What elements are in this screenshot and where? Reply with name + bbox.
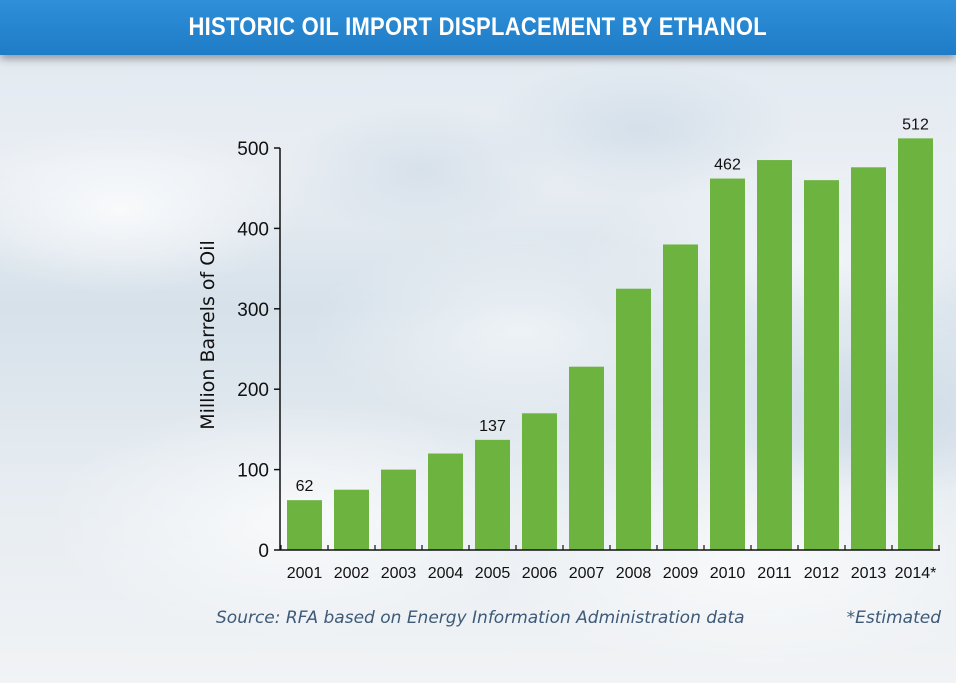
y-tick-label: 300 — [237, 300, 269, 321]
x-tick-label: 2010 — [710, 565, 746, 582]
x-tick-label: 2009 — [663, 565, 699, 582]
x-tick-label: 2007 — [569, 565, 605, 582]
data-label: 62 — [296, 478, 314, 495]
y-tick-label: 400 — [237, 219, 269, 240]
x-tick-label: 2005 — [475, 565, 511, 582]
y-tick-label: 200 — [237, 380, 269, 401]
bar-2003 — [381, 469, 416, 550]
bar-2002 — [334, 489, 369, 550]
x-tick-label: 2006 — [522, 565, 558, 582]
bar-2009 — [663, 244, 698, 551]
source-note: Source: RFA based on Energy Information … — [216, 608, 745, 628]
data-label: 137 — [479, 418, 506, 435]
bar-2006 — [522, 413, 557, 550]
bar-2008 — [616, 288, 651, 550]
x-tick-label: 2002 — [334, 565, 370, 582]
chart-title: HISTORIC OIL IMPORT DISPLACEMENT BY ETHA… — [188, 13, 768, 41]
x-tick-label: 2013 — [851, 565, 887, 582]
bar-2013 — [851, 167, 886, 550]
y-tick-label: 0 — [258, 541, 269, 562]
x-tick-label: 2011 — [757, 565, 792, 582]
x-tick-label: 2008 — [616, 565, 652, 582]
bar-2011 — [757, 160, 792, 550]
estimated-note: *Estimated — [847, 608, 942, 628]
y-tick-label: 100 — [237, 461, 269, 482]
x-tick-label: 2001 — [287, 565, 323, 582]
y-axis-title: Million Barrels of Oil — [197, 240, 219, 430]
bars-group — [287, 138, 933, 551]
bar-2004 — [428, 453, 463, 550]
bar-2010 — [710, 178, 745, 550]
bar-2014 — [898, 138, 933, 551]
x-tick-label: 2004 — [428, 565, 464, 582]
title-bar: HISTORIC OIL IMPORT DISPLACEMENT BY ETHA… — [0, 0, 956, 55]
labels-group: 2001 2002 2003 2004 2005 2006 2007 2008 2009 2010… — [237, 116, 936, 582]
bar-2007 — [569, 366, 604, 550]
bar-2001 — [287, 500, 322, 550]
data-label: 512 — [902, 116, 929, 133]
x-tick-label: 2014* — [895, 565, 937, 582]
x-tick-label: 2003 — [381, 565, 417, 582]
bar-2012 — [804, 180, 839, 550]
bar-2005 — [475, 439, 510, 550]
data-label: 462 — [714, 157, 741, 174]
x-tick-label: 2012 — [804, 565, 840, 582]
y-tick-label: 500 — [237, 139, 269, 160]
axes-group — [274, 147, 940, 551]
